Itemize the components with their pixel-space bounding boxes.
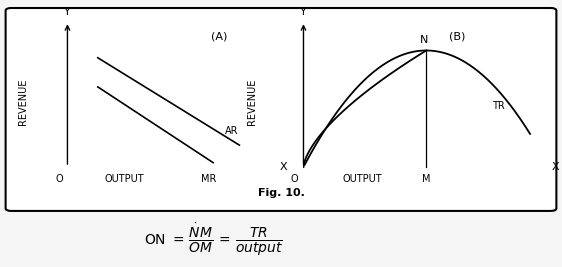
Text: Fig. 10.: Fig. 10. xyxy=(257,188,305,198)
Text: O: O xyxy=(290,174,298,184)
Text: Y: Y xyxy=(64,7,71,17)
Text: N: N xyxy=(420,36,428,45)
Text: ON $=\,\dfrac{\dot{N}M}{OM}\,=\,\dfrac{TR}{output}$: ON $=\,\dfrac{\dot{N}M}{OM}\,=\,\dfrac{T… xyxy=(144,222,283,258)
Text: M: M xyxy=(422,174,430,184)
Text: (B): (B) xyxy=(448,32,465,42)
Text: O: O xyxy=(56,174,63,184)
FancyBboxPatch shape xyxy=(6,8,556,211)
Text: X: X xyxy=(280,162,288,172)
Text: (A): (A) xyxy=(211,32,228,42)
Text: REVENUE: REVENUE xyxy=(18,78,28,125)
Text: X: X xyxy=(551,162,559,172)
Text: TR: TR xyxy=(492,101,505,111)
Text: Y: Y xyxy=(300,7,307,17)
Text: OUTPUT: OUTPUT xyxy=(343,174,382,184)
Text: OUTPUT: OUTPUT xyxy=(105,174,144,184)
Text: REVENUE: REVENUE xyxy=(247,78,256,125)
Text: AR: AR xyxy=(225,125,239,136)
Text: MR: MR xyxy=(201,174,217,184)
